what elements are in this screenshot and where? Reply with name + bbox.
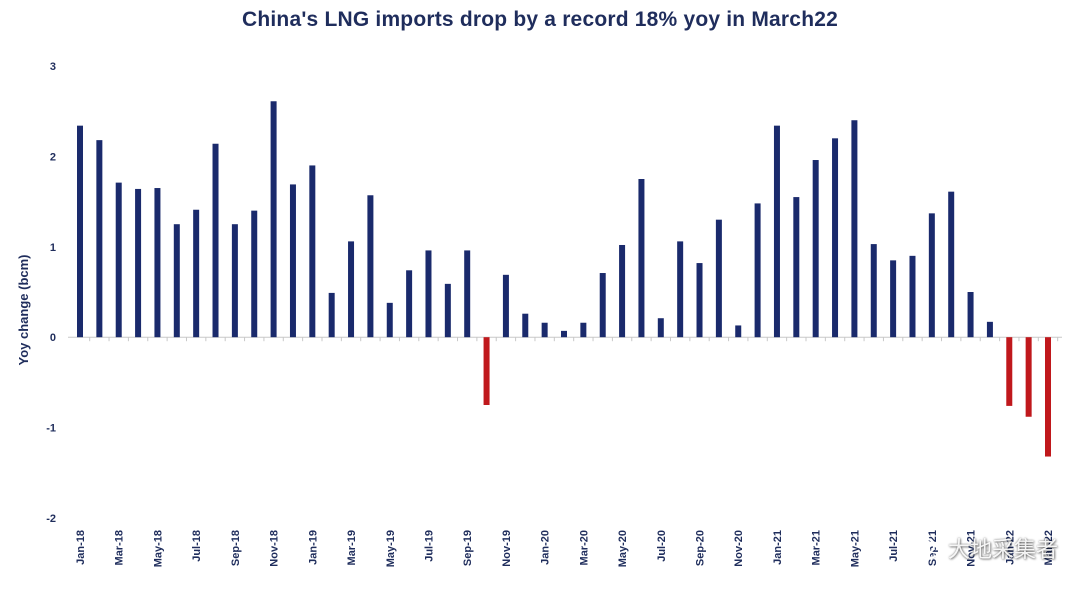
bar-May-20 — [619, 244, 626, 338]
x-tick-label: Jan-19 — [307, 530, 319, 565]
bar-Sep-21 — [928, 213, 935, 338]
bar-Aug-19 — [444, 283, 451, 338]
bar-Mar-19 — [348, 241, 355, 338]
bar-Dec-21 — [986, 321, 993, 338]
x-tick-label: Mar-21 — [811, 530, 823, 565]
x-tick-label: Jul-19 — [423, 530, 435, 562]
x-tick-label: Nov-19 — [501, 530, 513, 567]
x-tick-label: Sep-20 — [695, 530, 707, 566]
bar-Nov-21 — [967, 292, 974, 338]
bar-Jan-22 — [1006, 337, 1013, 406]
bar-Jan-20 — [541, 322, 548, 338]
bar-Apr-19 — [367, 195, 374, 338]
bar-Jul-18 — [193, 209, 200, 338]
bar-Nov-19 — [502, 274, 509, 338]
y-tick-label: 2 — [50, 151, 56, 163]
bar-Oct-20 — [715, 219, 722, 338]
x-tick-label: May-18 — [152, 530, 164, 567]
bar-May-21 — [851, 120, 858, 338]
x-tick-label: May-19 — [385, 530, 397, 567]
x-tick-label: Jan-22 — [1004, 530, 1016, 565]
y-tick-label: -1 — [46, 423, 56, 435]
bar-Jan-19 — [309, 165, 316, 338]
bar-Nov-20 — [735, 325, 742, 338]
bar-Oct-19 — [483, 337, 490, 405]
bar-Mar-18 — [115, 182, 122, 338]
bar-Jun-21 — [870, 244, 877, 338]
bar-Jun-20 — [638, 179, 645, 338]
bar-Sep-19 — [464, 250, 471, 338]
bar-May-19 — [386, 302, 393, 338]
bar-Feb-22 — [1025, 337, 1032, 417]
x-tick-label: Nov-20 — [733, 530, 745, 567]
bar-Apr-20 — [599, 273, 606, 338]
x-tick-label: Jul-20 — [656, 530, 668, 562]
bar-Oct-18 — [251, 210, 258, 338]
watermark-text: 大地采集者 — [947, 538, 1058, 563]
x-tick-label: May-20 — [617, 530, 629, 567]
bar-Mar-22 — [1045, 337, 1051, 457]
x-tick-label: Jan-20 — [540, 530, 552, 565]
bar-Feb-21 — [793, 197, 800, 338]
bar-Dec-20 — [754, 203, 761, 338]
bar-Dec-19 — [522, 313, 529, 338]
bar-Jan-21 — [773, 125, 780, 338]
x-tick-label: Jan-21 — [772, 530, 784, 565]
x-tick-label: Sep-18 — [230, 530, 242, 566]
watermark: 大地采集者 — [912, 532, 1058, 564]
bar-Feb-20 — [561, 330, 567, 338]
bar-Oct-21 — [948, 191, 955, 338]
bar-Aug-18 — [212, 143, 219, 338]
bar-Jul-19 — [425, 250, 432, 338]
bar-May-18 — [154, 188, 161, 338]
bar-Sep-20 — [696, 263, 703, 338]
x-tick-label: Jul-21 — [888, 530, 900, 562]
wechat-icon — [912, 535, 942, 561]
x-tick-label: Jul-18 — [191, 530, 203, 562]
bar-Mar-21 — [812, 160, 819, 338]
bars — [77, 101, 1051, 457]
x-tick-label: Nov-21 — [966, 530, 978, 567]
y-tick-label: 3 — [50, 61, 56, 73]
x-tick-label: Mar-22 — [1043, 530, 1055, 565]
bar-Aug-21 — [909, 255, 916, 338]
bar-Jun-19 — [406, 270, 413, 338]
x-tick-label: May-21 — [849, 530, 861, 567]
x-tick-label: Mar-20 — [578, 530, 590, 565]
x-tick-label: Mar-18 — [114, 530, 126, 565]
bar-Apr-21 — [832, 138, 839, 338]
bar-Apr-18 — [135, 188, 142, 338]
y-tick-label: -2 — [46, 513, 56, 525]
bar-Aug-20 — [677, 241, 684, 338]
x-tick-label: Mar-19 — [346, 530, 358, 565]
bar-Jun-18 — [173, 224, 180, 338]
bar-Jul-20 — [657, 318, 664, 338]
bar-Dec-18 — [289, 184, 296, 338]
x-axis: Jan-18 Mar-18 May-18 Jul-18 Sep-18 Nov-18 Jan-… — [75, 337, 1059, 567]
bar-Mar-20 — [580, 322, 587, 338]
bar-Feb-18 — [96, 140, 103, 338]
y-tick-label: 1 — [50, 242, 56, 254]
y-axis-title: Yoy change (bcm) — [16, 254, 31, 365]
x-tick-label: Nov-18 — [269, 530, 281, 567]
bar-Jul-21 — [890, 260, 897, 338]
chart-title: China's LNG imports drop by a record 18%… — [242, 8, 838, 31]
y-tick-label: 0 — [50, 332, 56, 344]
bar-Jan-18 — [77, 125, 83, 338]
x-tick-label: Sep-19 — [462, 530, 474, 566]
bar-Sep-18 — [231, 224, 238, 338]
bar-Feb-19 — [328, 292, 335, 338]
x-tick-label: Jan-18 — [75, 530, 87, 565]
bar-Nov-18 — [270, 101, 277, 338]
